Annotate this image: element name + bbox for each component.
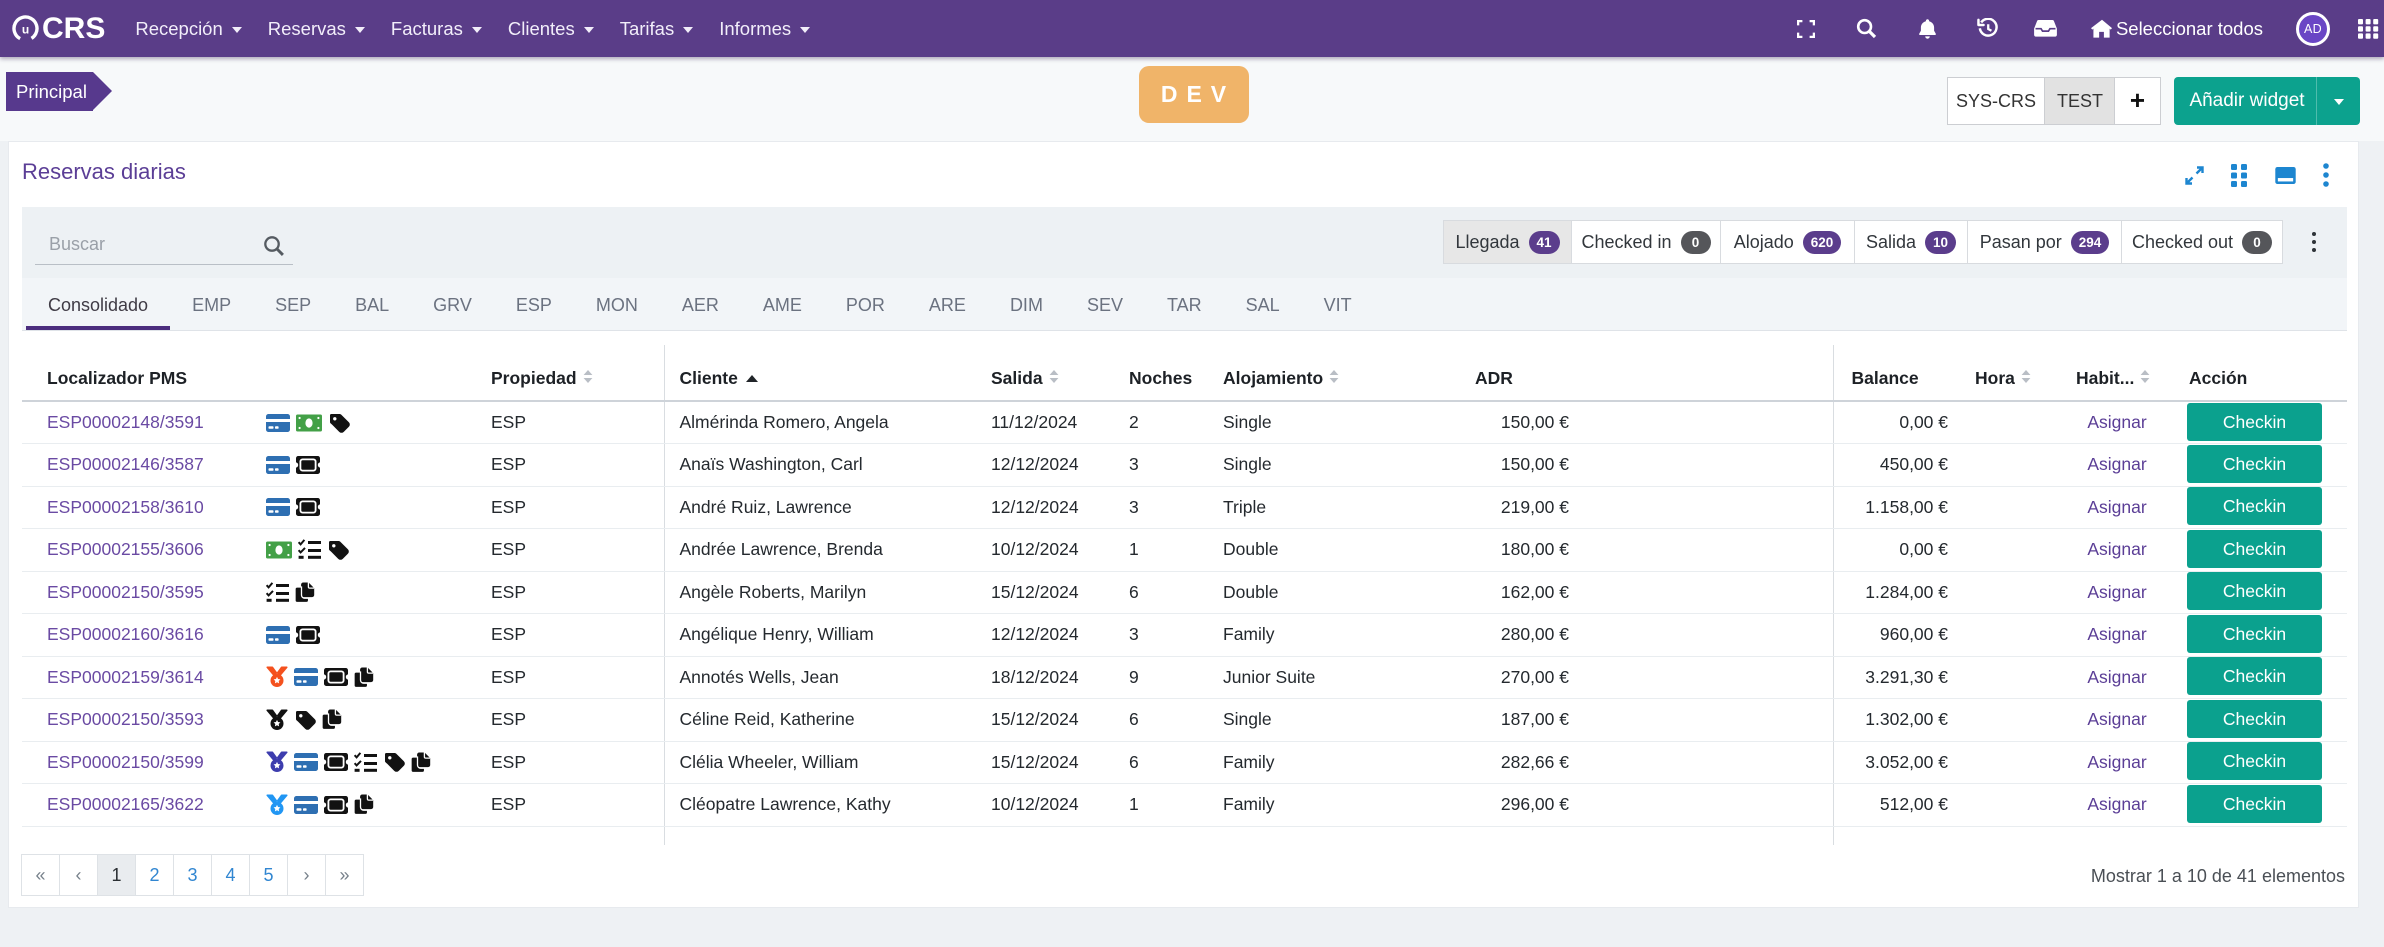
svg-text:u: u [22, 23, 29, 37]
